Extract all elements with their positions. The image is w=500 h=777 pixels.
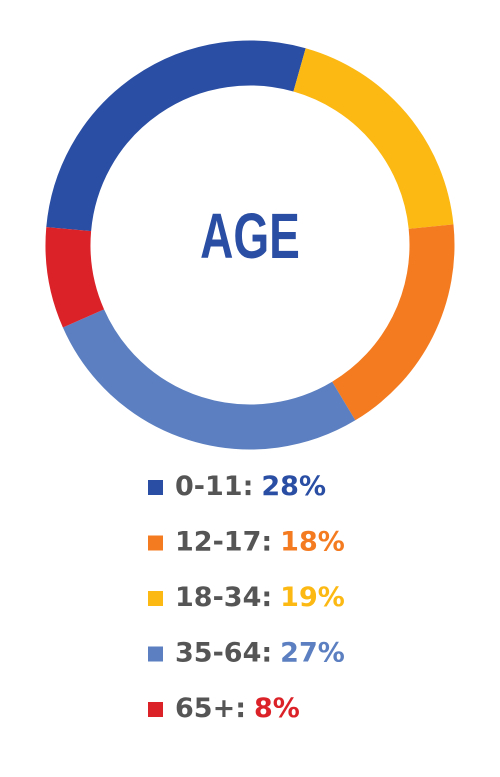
legend-entry: 18-34: 19% [175,582,345,613]
legend-value: 19% [280,582,345,613]
legend-label: 18-34: [175,582,272,613]
legend-value: 27% [280,637,345,668]
chart-title: AGE [200,201,300,272]
legend-value: 8% [254,693,300,724]
legend-entry: 0-11: 28% [175,471,326,502]
donut-slice [46,40,306,232]
legend-entry: 12-17: 18% [175,526,345,557]
donut-slice [331,224,455,421]
legend-entry: 65+: 8% [175,693,300,724]
donut-slice [292,48,454,230]
legend-swatch [148,646,163,662]
legend-label: 65+: [175,693,246,724]
legend-value: 28% [261,471,326,502]
legend-label: 0-11: [175,471,253,502]
legend-label: 35-64: [175,637,272,668]
legend-swatch [148,591,163,606]
legend-swatch [148,702,163,717]
donut-slice [45,227,105,328]
legend-swatch [148,480,163,495]
donut-slice [62,309,356,450]
legend-label: 12-17: [175,526,272,557]
legend-swatch [148,535,163,551]
legend-entry: 35-64: 27% [175,637,345,668]
legend-value: 18% [280,526,345,557]
